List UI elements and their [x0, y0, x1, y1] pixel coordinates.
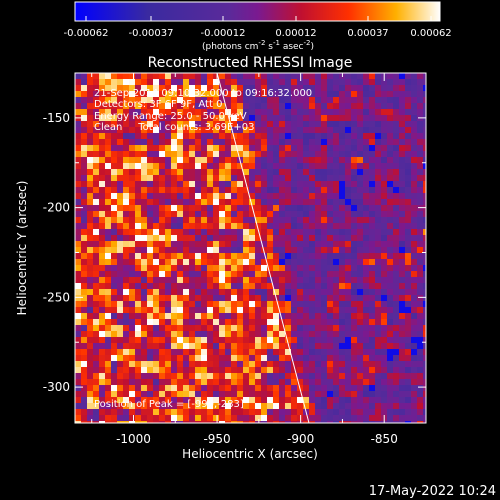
colorbar-tick-label: 0.00062: [410, 28, 451, 39]
energy-range-text: Energy Range: 25.0 - 50.0 keV: [94, 111, 247, 122]
x-axis-label: Heliocentric X (arcsec): [182, 447, 318, 461]
solar-limb-line: [216, 73, 310, 423]
y-axis-label: Heliocentric Y (arcsec): [15, 181, 29, 316]
footer-timestamp: 17-May-2022 10:24: [369, 484, 496, 499]
heatmap-image: [75, 73, 426, 423]
y-tick-label: -250: [43, 290, 70, 304]
x-tick-label: -900: [287, 432, 314, 446]
x-tick-label: -850: [371, 432, 398, 446]
y-tick-label: -150: [43, 111, 70, 125]
colorbar-tick-label: 0.00012: [275, 28, 316, 39]
colorbar-tick-label: -0.00037: [129, 28, 174, 39]
colorbar-unit-label: (photons cm-2 s-1 asec-2): [202, 39, 314, 52]
detectors-text: Detectors: 3F 6F 9F, Att 0: [94, 99, 222, 110]
chart-title: Reconstructed RHESSI Image: [148, 55, 353, 71]
time-range-text: 21-Sep-2014 09:10:32.000 to 09:16:32.000: [94, 88, 312, 99]
clean-counts-text: Clean Total counts: 3.69E+03: [94, 122, 254, 133]
y-tick-label: -200: [43, 201, 70, 215]
colorbar-ticks: [85, 16, 432, 21]
colorbar-tick-label: -0.00012: [201, 28, 246, 39]
colorbar-tick-label: -0.00062: [64, 28, 109, 39]
colorbar: [74, 1, 441, 22]
plot-frame: [74, 72, 427, 424]
peak-position-text: Position of Peak = [-990,-283]: [94, 399, 244, 410]
colorbar-tick-label: 0.00037: [347, 28, 388, 39]
axes-ticks: -1000 -950 -900 -850 -150 -200 -250 -300: [43, 72, 427, 446]
x-tick-label: -950: [203, 432, 230, 446]
x-tick-label: -1000: [116, 432, 151, 446]
y-tick-label: -300: [43, 380, 70, 394]
